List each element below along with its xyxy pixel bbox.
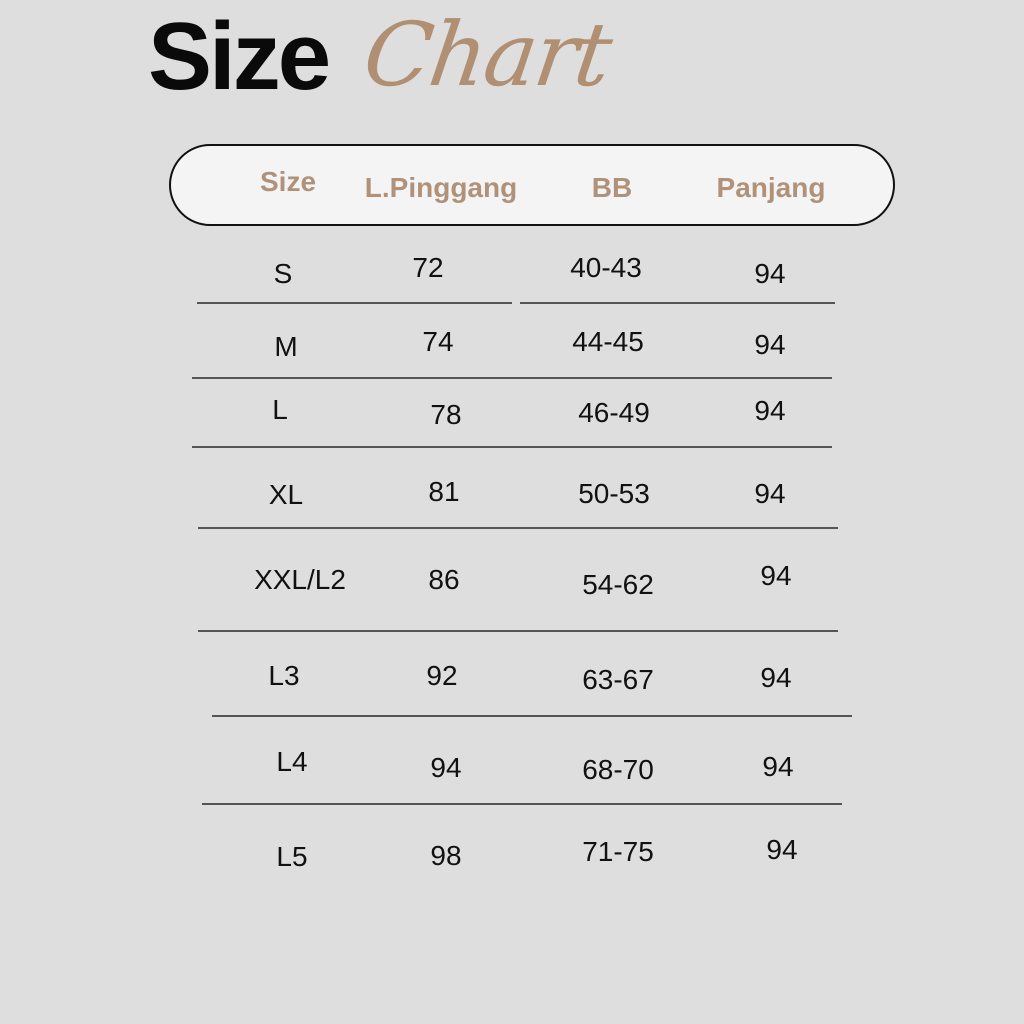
header-panjang: Panjang: [716, 172, 826, 203]
cell-l-pinggang: 94: [430, 752, 462, 783]
cell-panjang: 94: [760, 560, 792, 591]
header-l-pinggang: L.Pinggang: [364, 172, 518, 203]
cell-size: L3: [268, 660, 300, 691]
cell-size: L5: [276, 841, 308, 872]
cell-bb: 46-49: [578, 397, 650, 428]
cell-l-pinggang: 92: [426, 660, 458, 691]
row-divider: [197, 302, 512, 304]
cell-size: S: [273, 258, 293, 289]
cell-l-pinggang: 72: [412, 252, 444, 283]
cell-panjang: 94: [760, 662, 792, 693]
row-divider: [192, 377, 832, 379]
title-chart-script: Chart: [357, 3, 617, 106]
cell-panjang: 94: [766, 834, 798, 865]
cell-size: L4: [276, 746, 308, 777]
cell-bb: 68-70: [582, 754, 654, 785]
header-size: Size: [259, 166, 317, 197]
row-divider: [212, 715, 852, 717]
header-bb: BB: [591, 172, 633, 203]
row-divider: [202, 803, 842, 805]
cell-bb: 54-62: [582, 569, 654, 600]
cell-panjang: 94: [754, 395, 786, 426]
cell-l-pinggang: 81: [428, 476, 460, 507]
cell-size: M: [274, 331, 298, 362]
row-divider: [198, 527, 838, 529]
row-divider: [520, 302, 835, 304]
row-divider: [192, 446, 832, 448]
cell-bb: 63-67: [582, 664, 654, 695]
cell-panjang: 94: [754, 258, 786, 289]
cell-l-pinggang: 86: [428, 564, 460, 595]
cell-panjang: 94: [762, 751, 794, 782]
cell-l-pinggang: 74: [422, 326, 454, 357]
cell-l-pinggang: 78: [430, 399, 462, 430]
cell-panjang: 94: [754, 478, 786, 509]
table-header: Size L.Pinggang BB Panjang: [169, 144, 895, 226]
cell-size: L: [272, 394, 288, 425]
cell-panjang: 94: [754, 329, 786, 360]
cell-l-pinggang: 98: [430, 840, 462, 871]
cell-bb: 50-53: [578, 478, 650, 509]
cell-size: XXL/L2: [254, 564, 346, 595]
title-size: Size: [148, 3, 331, 110]
cell-bb: 40-43: [570, 252, 642, 283]
row-divider: [198, 630, 838, 632]
cell-size: XL: [268, 479, 304, 510]
cell-bb: 71-75: [582, 836, 654, 867]
cell-bb: 44-45: [572, 326, 644, 357]
